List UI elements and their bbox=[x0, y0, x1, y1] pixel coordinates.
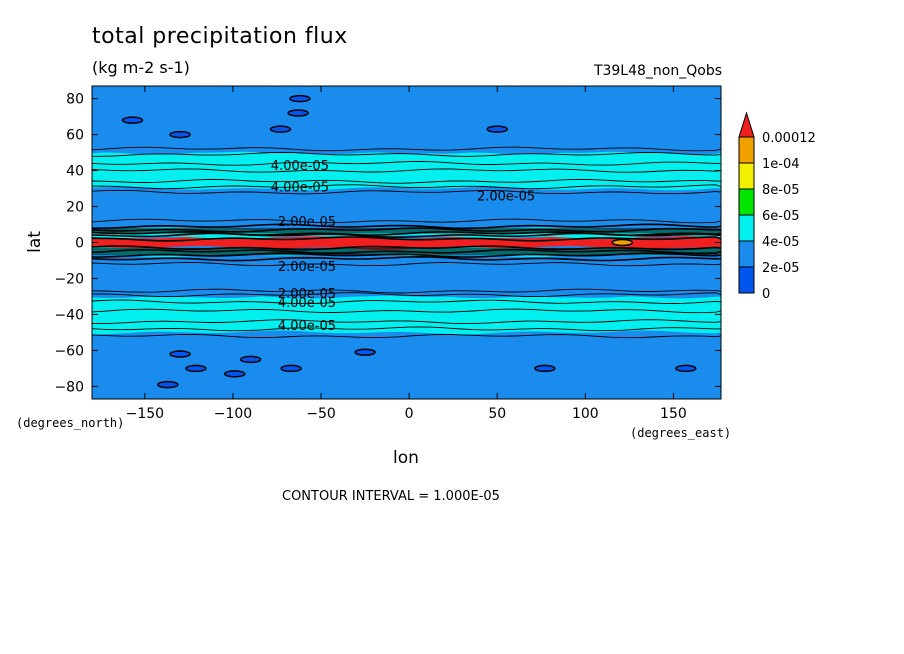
contour-label: 2.00e-05 bbox=[278, 287, 336, 302]
field-feature bbox=[486, 125, 508, 133]
contour-cluster-south bbox=[92, 247, 721, 256]
field-feature bbox=[675, 364, 697, 373]
colorbar-label: 0 bbox=[762, 287, 770, 302]
y-axis-label: lat bbox=[25, 231, 45, 253]
field-feature bbox=[223, 370, 246, 378]
field-feature bbox=[611, 238, 634, 247]
field-feature bbox=[157, 380, 179, 389]
y-tick-label: 40 bbox=[66, 164, 84, 180]
y-tick-label: 60 bbox=[66, 128, 84, 144]
x-tick-label: 0 bbox=[405, 406, 414, 422]
y-tick-label: 0 bbox=[75, 236, 84, 252]
contour-line bbox=[92, 262, 721, 267]
contour-line bbox=[92, 333, 721, 339]
contour-line bbox=[92, 161, 721, 166]
x-tick-label: 150 bbox=[660, 406, 687, 422]
band-0 bbox=[92, 330, 721, 399]
contour-line bbox=[92, 326, 721, 332]
y-tick-label: −40 bbox=[54, 307, 84, 323]
field-feature bbox=[269, 125, 292, 133]
colorbar-label: 2e-05 bbox=[762, 261, 800, 276]
band-1 bbox=[92, 294, 721, 335]
contour-line bbox=[92, 319, 721, 325]
colorbar-segment bbox=[738, 188, 755, 216]
colorbar-segment bbox=[738, 162, 755, 190]
contour-line bbox=[92, 299, 721, 305]
y-tick-label: −60 bbox=[54, 343, 84, 359]
x-tick-label: −150 bbox=[126, 406, 164, 422]
chart-title: total precipitation flux bbox=[92, 24, 348, 49]
field-feature bbox=[239, 355, 262, 364]
contour-line bbox=[92, 255, 721, 262]
field-feature bbox=[121, 116, 144, 124]
colorbar: 0.00012 1e-04 8e-05 6e-05 4e-05 2e-05 0 bbox=[738, 111, 816, 302]
x-tick-label: 50 bbox=[488, 406, 506, 422]
colorbar-segment bbox=[738, 240, 755, 268]
plot-area: 4.00e-054.00e-052.00e-052.00e-052.00e-05… bbox=[92, 86, 721, 399]
x-tick-label: 100 bbox=[572, 406, 599, 422]
field-feature bbox=[185, 364, 207, 373]
contour-line bbox=[92, 189, 721, 195]
band-8 bbox=[92, 86, 721, 155]
band-2 bbox=[92, 253, 721, 299]
contour-line bbox=[92, 151, 721, 157]
contour-cluster-north bbox=[92, 228, 721, 234]
colorbar-label: 8e-05 bbox=[762, 183, 800, 198]
colorbar-label: 6e-05 bbox=[762, 209, 800, 224]
x-tick-label: −50 bbox=[306, 406, 336, 422]
contour-line bbox=[92, 168, 721, 173]
y-tick-label: 20 bbox=[66, 200, 84, 216]
contour-line bbox=[92, 218, 721, 224]
contour-label: 4.00e-05 bbox=[271, 159, 329, 174]
x-axis-unit: (degrees_east) bbox=[630, 426, 731, 440]
contour-line bbox=[92, 184, 721, 190]
field-feature bbox=[287, 109, 309, 117]
field-feature bbox=[169, 350, 191, 358]
contour-line bbox=[92, 292, 721, 298]
colorbar-segment bbox=[738, 136, 755, 164]
run-label: T39L48_non_Qobs bbox=[593, 63, 722, 79]
contour-line bbox=[92, 236, 721, 242]
chart-units: (kg m-2 s-1) bbox=[92, 58, 190, 77]
band-6 bbox=[92, 186, 721, 230]
colorbar-label: 0.00012 bbox=[762, 131, 816, 146]
y-axis-unit: (degrees_north) bbox=[16, 416, 124, 430]
colorbar-segment bbox=[738, 266, 755, 294]
y-tick-label: 80 bbox=[66, 92, 84, 108]
x-tick-label: −100 bbox=[214, 406, 252, 422]
field-feature bbox=[289, 94, 311, 103]
axes: −150 −100 −50 0 50 100 150 80 60 40 20 0 −20 −40 −60 −8… bbox=[16, 85, 731, 468]
y-tick-label: −20 bbox=[54, 271, 84, 287]
colorbar-label: 4e-05 bbox=[762, 235, 800, 250]
contour-line bbox=[92, 308, 721, 314]
contour-label: 4.00e-05 bbox=[278, 296, 336, 311]
field-feature bbox=[169, 130, 191, 139]
field-feature bbox=[280, 364, 302, 373]
y-tick-label: −80 bbox=[54, 379, 84, 395]
colorbar-segment bbox=[738, 214, 755, 242]
field-feature bbox=[534, 364, 556, 373]
contour-label: 2.00e-05 bbox=[278, 260, 336, 275]
contour-line bbox=[92, 178, 721, 184]
contour-label: 4.00e-05 bbox=[271, 181, 329, 196]
contour-interval-label: CONTOUR INTERVAL = 1.000E-05 bbox=[282, 489, 500, 504]
contour-label: 2.00e-05 bbox=[278, 215, 336, 230]
colorbar-label: 1e-04 bbox=[762, 157, 800, 172]
contour-label: 4.00e-05 bbox=[278, 319, 336, 334]
contour-field: 4.00e-054.00e-052.00e-052.00e-052.00e-05… bbox=[92, 86, 721, 399]
field-feature bbox=[354, 348, 376, 356]
colorbar-overflow-arrow bbox=[738, 111, 755, 138]
contour-line bbox=[92, 223, 721, 230]
contour-label: 2.00e-05 bbox=[477, 190, 535, 205]
x-axis-label: lon bbox=[393, 448, 419, 468]
contour-line bbox=[92, 146, 721, 152]
contour-line bbox=[92, 288, 721, 294]
